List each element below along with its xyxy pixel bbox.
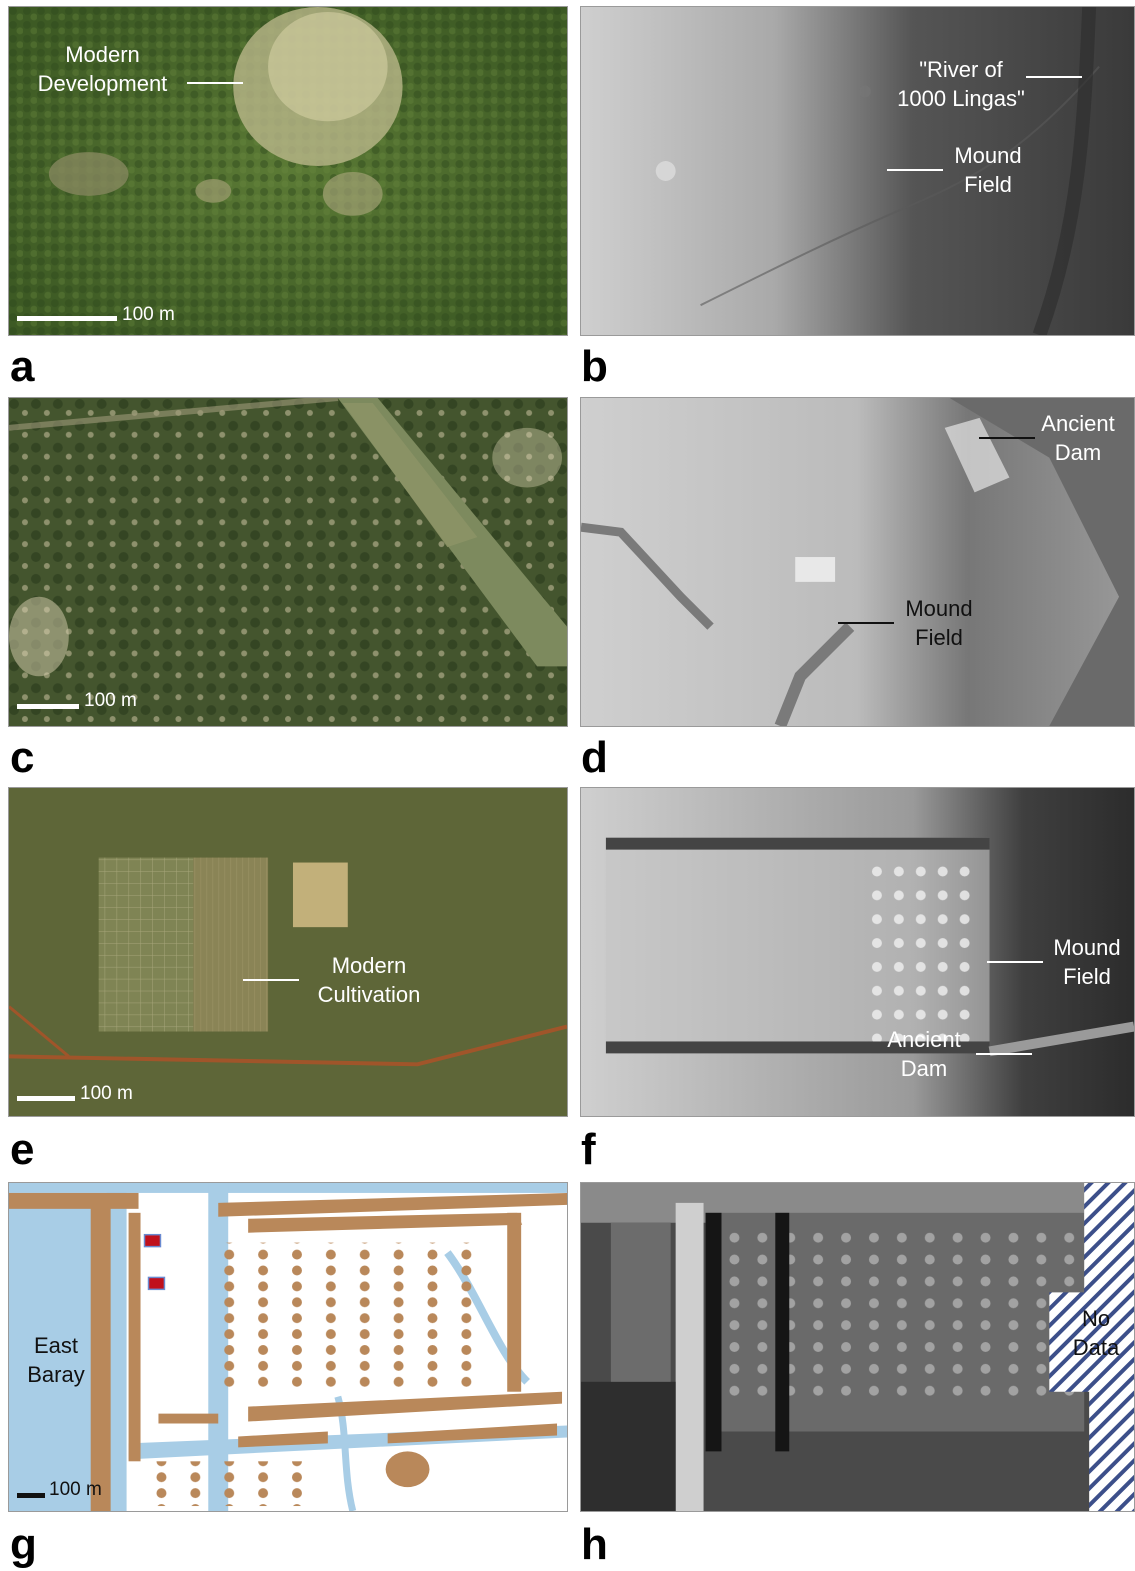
forest-imagery <box>9 7 567 335</box>
annotation-ancient-dam: Ancient Dam <box>1028 409 1128 467</box>
panel-d-lidar-image: Ancient Dam Mound Field <box>580 397 1135 727</box>
lidar-mound-field <box>581 788 1134 1116</box>
leader-line <box>887 169 943 171</box>
annotation-line: Cultivation <box>317 982 421 1007</box>
leader-line <box>187 82 243 84</box>
panel-h-lidar-image: No Data <box>580 1182 1135 1512</box>
annotation-line: East <box>33 1333 79 1358</box>
annotation-line: Field <box>1063 964 1111 989</box>
annotation-line: Field <box>915 625 963 650</box>
lidar-hillshade <box>581 7 1134 335</box>
scale-bar <box>17 1096 75 1101</box>
annotation-line: Dam <box>1054 440 1102 465</box>
panel-label-c: c <box>10 733 35 782</box>
annotation-line: Field <box>964 172 1012 197</box>
annotation-line: Development <box>37 71 168 96</box>
annotation-line: Modern <box>65 42 140 67</box>
lidar-detail <box>581 1183 1134 1511</box>
annotation-line: Mound <box>954 143 1022 168</box>
annotation-line: Data <box>1072 1335 1120 1360</box>
panel-label-g: g <box>10 1520 37 1569</box>
scale-bar <box>17 704 79 709</box>
leader-line <box>243 979 299 981</box>
annotation-mound-field: Mound Field <box>943 141 1033 199</box>
panel-label-a: a <box>10 342 35 391</box>
panel-a-satellite-image: Modern Development 100 m <box>8 6 568 336</box>
annotation-modern-cultivation: Modern Cultivation <box>299 951 439 1009</box>
annotation-mound-field: Mound Field <box>894 594 984 652</box>
leader-line <box>987 961 1043 963</box>
annotation-line: Mound <box>905 596 973 621</box>
scale-bar-label: 100 m <box>49 1479 102 1500</box>
panel-label-e: e <box>10 1125 35 1174</box>
panel-b-lidar-image: "River of 1000 Lingas" Mound Field <box>580 6 1135 336</box>
leader-line <box>838 622 894 624</box>
scale-bar-label: 100 m <box>122 304 175 325</box>
annotation-line: Mound <box>1053 935 1121 960</box>
annotation-line: Dam <box>900 1056 948 1081</box>
annotation-line: No <box>1081 1306 1111 1331</box>
leader-line <box>976 1053 1032 1055</box>
scale-bar <box>17 1493 45 1498</box>
panel-label-b: b <box>581 342 608 391</box>
annotation-line: Ancient <box>1041 411 1115 436</box>
annotation-line: "River of <box>919 57 1003 82</box>
panel-g-interpretive-map: East Baray 100 m <box>8 1182 568 1512</box>
annotation-east-baray: East Baray <box>11 1331 101 1389</box>
annotation-mound-field: Mound Field <box>1042 933 1132 991</box>
panel-e-satellite-image: Modern Cultivation 100 m <box>8 787 568 1117</box>
panel-label-d: d <box>581 733 608 782</box>
cultivation-imagery <box>9 788 567 1116</box>
scale-bar <box>17 316 117 321</box>
panel-label-h: h <box>581 1520 608 1569</box>
scale-bar-label: 100 m <box>84 690 137 711</box>
annotation-river-of-1000-lingas: "River of 1000 Lingas" <box>881 55 1041 113</box>
annotation-modern-development: Modern Development <box>25 40 180 98</box>
annotation-line: Baray <box>27 1362 85 1387</box>
panel-f-lidar-image: Mound Field Ancient Dam <box>580 787 1135 1117</box>
annotation-ancient-dam: Ancient Dam <box>874 1025 974 1083</box>
panel-label-f: f <box>581 1125 596 1174</box>
annotation-line: 1000 Lingas" <box>897 86 1025 111</box>
annotation-line: Modern <box>331 953 407 978</box>
reservoir-imagery <box>9 398 567 726</box>
lidar-elevation <box>581 398 1134 726</box>
map-drawing <box>9 1183 567 1511</box>
scale-bar-label: 100 m <box>80 1083 133 1104</box>
annotation-no-data: No Data <box>1059 1304 1133 1362</box>
panel-c-satellite-image: 100 m <box>8 397 568 727</box>
annotation-line: Ancient <box>887 1027 961 1052</box>
leader-line <box>1026 76 1082 78</box>
leader-line <box>979 437 1035 439</box>
